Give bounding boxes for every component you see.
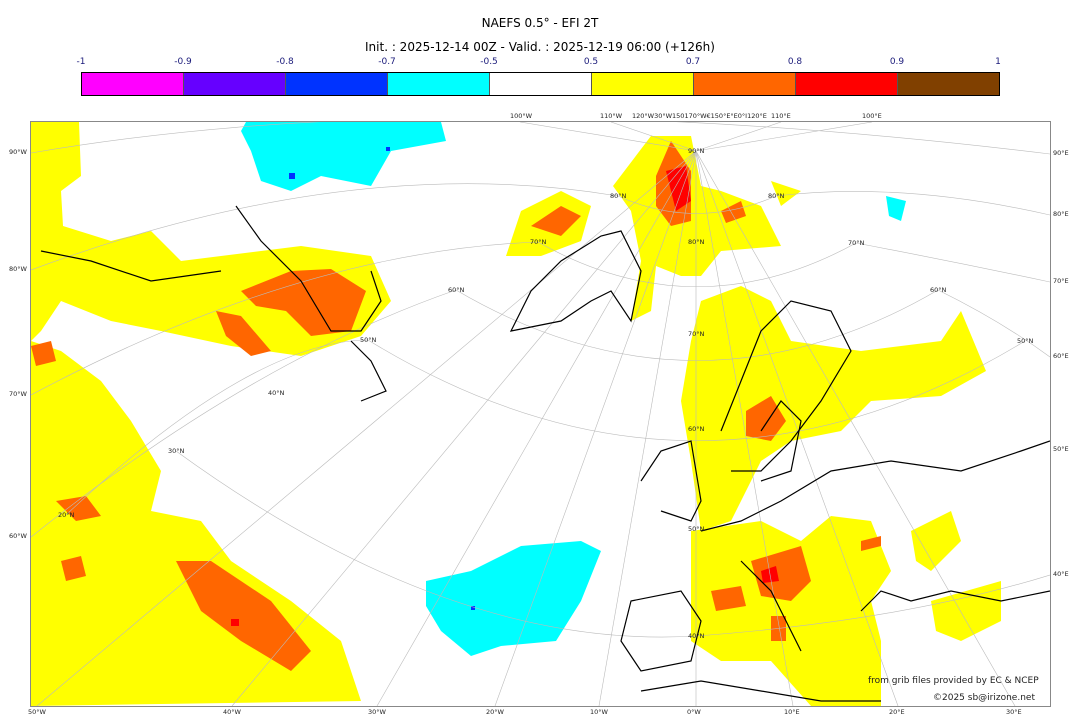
axis-label: 70°N: [848, 239, 865, 247]
colorbar-tick-label: -0.5: [480, 57, 498, 67]
data-source-credit: from grib files provided by EC & NCEP: [868, 676, 1039, 686]
axis-label: 90°E: [1053, 149, 1069, 157]
colorbar-tick-label: 1: [995, 57, 1001, 67]
axis-label: 70°E: [1053, 277, 1069, 285]
axis-label: 80°N: [768, 192, 785, 200]
axis-label: 30°W: [368, 708, 386, 716]
axis-label: 60°N: [688, 425, 705, 433]
axis-label: 0°W: [687, 708, 701, 716]
axis-label: 40°E: [1053, 570, 1069, 578]
colorbar-tick-label: 0.8: [787, 57, 803, 67]
axis-label: 60°E: [1053, 352, 1069, 360]
map-title: NAEFS 0.5° - EFI 2T: [481, 16, 599, 30]
axis-label: 100°W: [510, 112, 533, 120]
axis-label: 50°N: [688, 525, 705, 533]
colorbar-tick-label: 0.7: [685, 57, 701, 67]
axis-label: 50°N: [360, 336, 377, 344]
colorbar-swatch: [286, 73, 388, 95]
axis-label: 90°N: [688, 147, 705, 155]
axis-label: 70°N: [530, 238, 547, 246]
map-canvas: [31, 122, 1050, 706]
colorbar-swatch: [184, 73, 286, 95]
efi-blue-areas: [289, 147, 475, 610]
axis-label: 80°N: [688, 238, 705, 246]
axis-label: 20°N: [58, 511, 75, 519]
axis-label: 30°E: [1006, 708, 1022, 716]
colorbar-tick-label: 0.5: [583, 57, 599, 67]
colorbar-swatch: [592, 73, 694, 95]
colorbar-tick-label: -0.8: [276, 57, 294, 67]
axis-label: 80°N: [610, 192, 627, 200]
axis-label: 90°W: [9, 148, 27, 156]
coastlines: [40, 205, 1050, 702]
axis-label: 120°W30°W150170°W€150°E°E0°I120°E: [632, 112, 767, 120]
axis-label: 60°N: [930, 286, 947, 294]
axis-label: 100°E: [862, 112, 882, 120]
axis-label: 60°W: [9, 532, 27, 540]
axis-label: 50°E: [1053, 445, 1069, 453]
colorbar-tick-label: -0.9: [174, 57, 192, 67]
efi-orange-areas: [31, 141, 881, 671]
axis-label: 20°E: [889, 708, 905, 716]
colorbar-swatch: [388, 73, 490, 95]
efi-map[interactable]: 90°N 80°N 70°N 60°N 50°N 40°N 20°N 30°N 40°N 50°N…: [30, 121, 1051, 707]
axis-label: 80°W: [9, 265, 27, 273]
map-subtitle: Init. : 2025-12-14 00Z - Valid. : 2025-1…: [365, 40, 715, 54]
axis-label: 70°N: [688, 330, 705, 338]
axis-label: 10°W: [590, 708, 608, 716]
axis-label: 40°W: [223, 708, 241, 716]
axis-label: 110°W: [600, 112, 623, 120]
axis-label: 40°N: [688, 632, 705, 640]
axis-label: 40°N: [268, 389, 285, 397]
colorbar-swatch: [898, 73, 999, 95]
copyright-credit: ©2025 sb@irizone.net: [933, 693, 1035, 703]
colorbar-swatch: [694, 73, 796, 95]
axis-label: 30°N: [168, 447, 185, 455]
graticule: [31, 122, 1050, 706]
colorbar-tick-label: -1: [76, 57, 86, 67]
axis-label: 60°N: [448, 286, 465, 294]
colorbar-swatch: [796, 73, 898, 95]
axis-label: 80°E: [1053, 210, 1069, 218]
colorbar-swatch: [490, 73, 592, 95]
colorbar-tick-label: 0.9: [889, 57, 905, 67]
colorbar: [81, 72, 1000, 96]
colorbar-tick-label: -0.7: [378, 57, 396, 67]
axis-label: 10°E: [784, 708, 800, 716]
axis-label: 20°W: [486, 708, 504, 716]
colorbar-swatch: [82, 73, 184, 95]
axis-label: 50°W: [28, 708, 46, 716]
axis-label: 110°E: [771, 112, 791, 120]
axis-label: 50°N: [1017, 337, 1034, 345]
axis-label: 70°W: [9, 390, 27, 398]
